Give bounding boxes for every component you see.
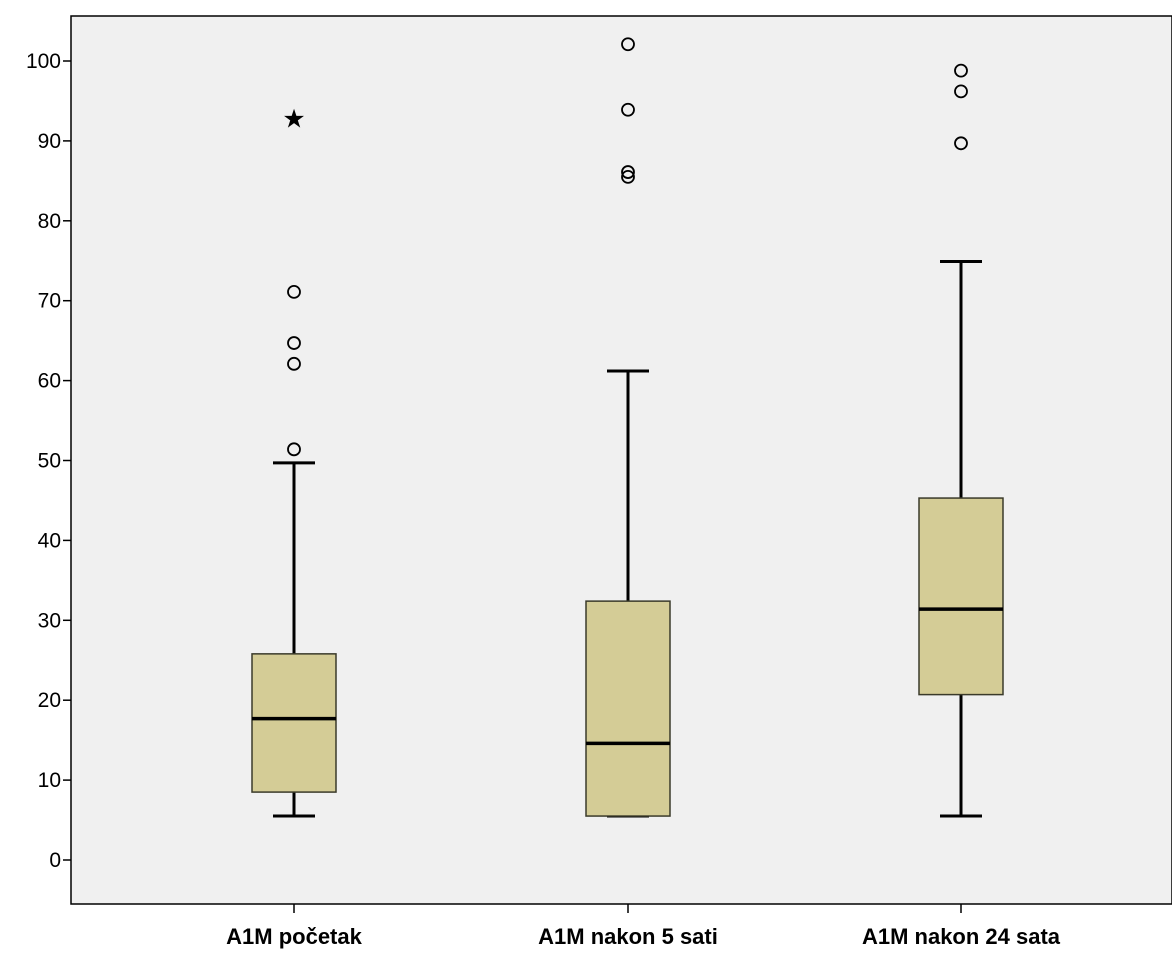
outlier-point	[954, 84, 968, 99]
box-group	[585, 37, 671, 818]
x-category-label: A1M nakon 5 sati	[538, 924, 718, 949]
y-tick-label: 0	[49, 849, 61, 872]
outlier-point	[287, 356, 301, 371]
x-axis: A1M početak A1M nakon 5 sati A1M nakon 24 …	[226, 904, 1061, 949]
y-tick-label: 70	[38, 290, 61, 313]
iqr-box	[918, 497, 1004, 696]
outlier-point	[287, 336, 301, 350]
box-series: ★	[251, 37, 1004, 818]
y-axis: 0 10 20 30 40 50 60 70 80 90 100	[26, 50, 71, 872]
iqr-box	[585, 600, 671, 817]
y-tick-label: 80	[38, 210, 61, 233]
box-group: ★	[251, 105, 337, 818]
y-tick-label: 90	[38, 130, 61, 153]
y-tick-label: 40	[38, 529, 61, 552]
y-tick-label: 100	[26, 50, 61, 73]
y-tick-label: 30	[38, 609, 61, 632]
outlier-point	[621, 37, 635, 52]
outlier-point	[954, 63, 968, 78]
outlier-point	[621, 102, 635, 117]
extreme-point: ★	[282, 105, 305, 135]
outlier-point	[621, 169, 635, 184]
y-tick-label: 60	[38, 370, 61, 393]
x-category-label: A1M početak	[226, 924, 362, 949]
outlier-point	[287, 285, 301, 299]
y-tick-label: 10	[38, 769, 61, 792]
y-tick-label: 20	[38, 689, 61, 712]
x-category-label: A1M nakon 24 sata	[862, 924, 1061, 949]
box-group	[918, 63, 1004, 818]
y-tick-label: 50	[38, 450, 61, 473]
outlier-point	[954, 136, 968, 151]
iqr-box	[251, 653, 337, 793]
outlier-point	[621, 165, 635, 179]
outlier-point	[287, 442, 301, 457]
